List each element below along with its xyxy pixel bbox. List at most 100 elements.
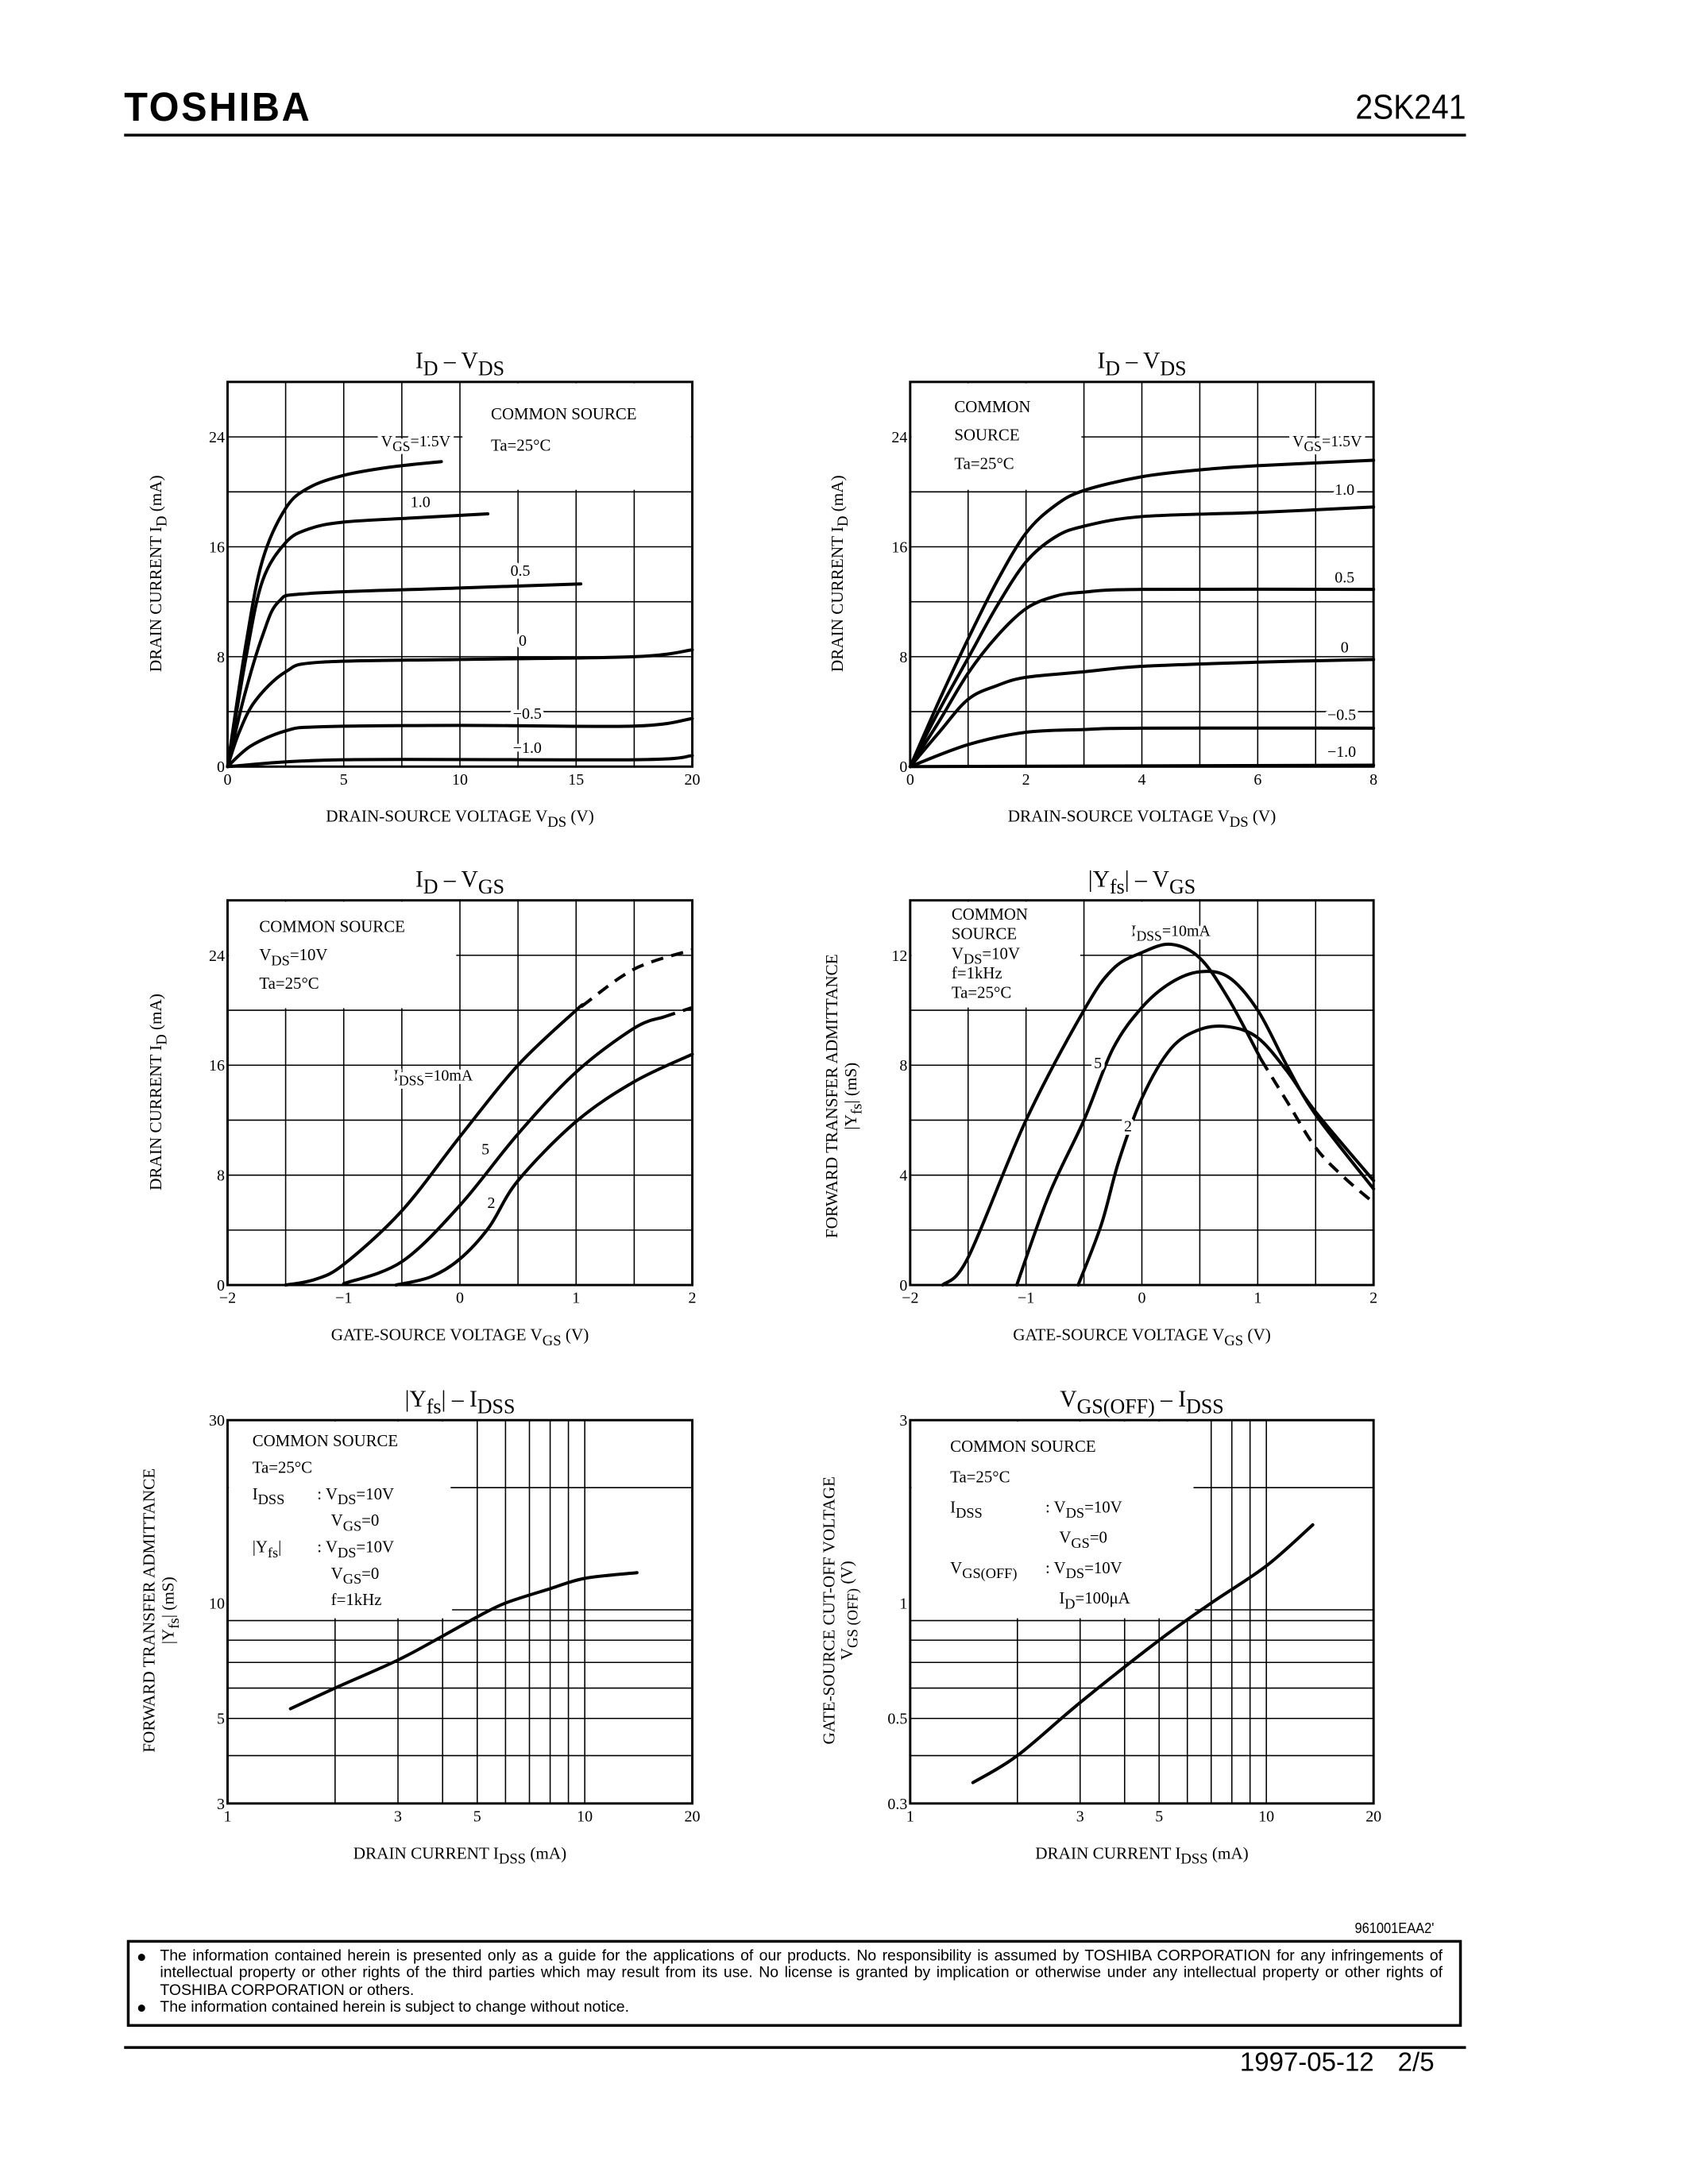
series-label: −1.0 <box>513 739 542 757</box>
condition-note: COMMON <box>954 397 1030 416</box>
x-tick-label: 5 <box>340 771 348 789</box>
series-label: −0.5 <box>1327 706 1356 723</box>
y-tick-label: 30 <box>209 1412 225 1430</box>
y-tick-label: 8 <box>899 649 907 666</box>
y-axis-title: DRAIN CURRENT ID (mA) <box>146 475 170 672</box>
series-label: 0 <box>519 632 527 650</box>
toshiba-logo: TOSHIBA <box>124 84 312 129</box>
x-tick-label: 20 <box>685 1808 701 1825</box>
curve-4 <box>908 658 1376 769</box>
condition-value: : VDS=10V <box>1045 1498 1122 1521</box>
x-tick-label: 20 <box>1365 1808 1381 1825</box>
plot-frame <box>226 899 694 1287</box>
condition-note: SOURCE <box>954 426 1019 445</box>
condition-label: COMMON SOURCE <box>950 1437 1095 1456</box>
x-tick-label: 0 <box>1138 1290 1146 1307</box>
x-axis-title: DRAIN CURRENT IDSS (mA) <box>353 1843 566 1867</box>
chart-3: −2 −1 0 1 2 0 8 16 24 ID – VGS GATE-SOURCE VOLTAGE… <box>146 866 696 1349</box>
y-tick-label: 10 <box>209 1595 225 1612</box>
chart-title: ID – VGS <box>415 866 504 898</box>
y-tick-label: 24 <box>891 429 907 446</box>
y-tick-label: 8 <box>217 1167 225 1185</box>
condition-value: VGS=0 <box>331 1511 380 1534</box>
chart-title: |Yfs| – VGS <box>1088 866 1196 898</box>
condition-note: Ta=25°C <box>491 436 550 455</box>
series-label: 1.0 <box>1335 481 1354 499</box>
chart-6: 1 3 5 10 20 0.3 0.5 1 3 VGS(OFF) – IDSS DRAIN CURR… <box>819 1387 1381 1868</box>
footer-date-page: 1997-05-12 2/5 <box>1240 2049 1435 2079</box>
chart-title: VGS(OFF) – IDSS <box>1060 1387 1223 1418</box>
plot-frame <box>909 1418 1375 1805</box>
plot-frame <box>226 1418 694 1805</box>
bullet-icon: ● <box>136 1998 147 2018</box>
issue-date: 1997-05-12 <box>1239 2048 1374 2078</box>
y-tick-label: 8 <box>899 1057 907 1075</box>
condition-label: IDSS <box>950 1498 983 1521</box>
bullet-icon: ● <box>136 1947 147 1966</box>
curve-2 <box>908 505 1376 769</box>
x-tick-label: 8 <box>1369 771 1377 789</box>
disclaimer-text: The information contained herein is subj… <box>160 1999 629 2016</box>
curve-1 <box>288 1571 639 1711</box>
curve-6 <box>908 763 1376 769</box>
grid <box>910 900 1374 1286</box>
y-tick-label: 16 <box>209 538 225 556</box>
condition-note: COMMON <box>952 905 1028 924</box>
x-tick-label: 1 <box>906 1808 914 1825</box>
x-tick-label: 5 <box>1155 1808 1163 1825</box>
curve-3 <box>908 587 1376 769</box>
x-tick-label: 4 <box>1138 771 1146 789</box>
condition-note: Ta=25°C <box>259 974 319 993</box>
disclaimer-item: ● The information contained herein is sub… <box>129 1998 1459 2018</box>
y-axis-title: GATE-SOURCE CUT-OFF VOLTAGE <box>819 1476 838 1744</box>
x-tick-label: 2 <box>1369 1290 1377 1307</box>
y-tick-label: 16 <box>209 1057 225 1075</box>
series-label: −1.0 <box>1327 743 1356 761</box>
x-tick-label: 10 <box>577 1808 593 1825</box>
x-axis-title: GATE-SOURCE VOLTAGE VGS (V) <box>1013 1325 1271 1349</box>
curve-1-extrapolated <box>1260 1059 1375 1204</box>
condition-note: SOURCE <box>952 924 1017 943</box>
x-tick-label: −2 <box>219 1290 236 1307</box>
y-tick-label: 16 <box>891 538 907 556</box>
curve-2 <box>342 1015 665 1286</box>
y-axis-title: FORWARD TRANSFER ADMITTANCE <box>139 1468 158 1753</box>
series-label: VGS=1.5V <box>1292 433 1362 454</box>
series-label: 5 <box>1094 1055 1102 1072</box>
curve-4 <box>226 648 694 769</box>
x-tick-label: 6 <box>1253 771 1261 789</box>
series-label: 0.5 <box>511 562 531 580</box>
curve-2 <box>1015 970 1376 1287</box>
legend-area <box>229 901 457 1009</box>
x-tick-label: 0 <box>456 1290 464 1307</box>
curve-1 <box>941 942 1263 1287</box>
condition-note: VDS=10V <box>952 943 1020 967</box>
y-tick-label: 0 <box>899 758 907 776</box>
legend-area <box>911 383 1082 490</box>
legend-area <box>462 383 691 490</box>
condition-value: f=1kHz <box>331 1590 382 1609</box>
y-tick-label: 8 <box>217 649 225 666</box>
series-label: 0 <box>1341 639 1349 657</box>
condition-note: Ta=25°C <box>954 453 1014 473</box>
y-axis-title: DRAIN CURRENT ID (mA) <box>146 994 170 1190</box>
disclaimer-text: The information contained herein is pres… <box>160 1948 1443 2000</box>
x-tick-label: 10 <box>1258 1808 1274 1825</box>
series-label: 2 <box>1124 1117 1132 1135</box>
x-axis-title: DRAIN-SOURCE VOLTAGE VDS (V) <box>1008 807 1277 831</box>
y-tick-label: 0 <box>899 1277 907 1295</box>
x-tick-label: 1 <box>223 1808 231 1825</box>
y-axis-title: VGS (OFF) (V) <box>837 1561 861 1660</box>
series-label: 0.5 <box>1335 569 1354 586</box>
plot-frame <box>226 380 694 768</box>
condition-value: VGS=0 <box>1059 1528 1107 1551</box>
curve-5 <box>908 726 1376 769</box>
y-axis-title: FORWARD TRANSFER ADMITTANCE <box>822 954 841 1238</box>
y-axis-title: |Yfs| (mS) <box>159 1576 183 1644</box>
footer-divider <box>124 2046 1466 2049</box>
x-tick-label: 3 <box>394 1808 402 1825</box>
